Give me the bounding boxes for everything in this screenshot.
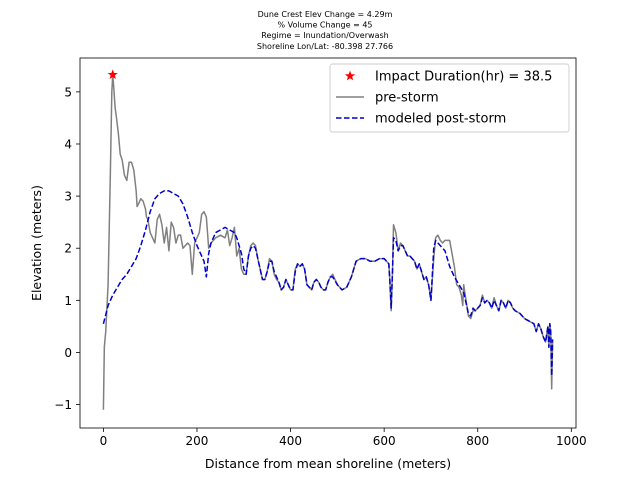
legend: Impact Duration(hr) = 38.5 pre-storm model… [329,63,570,133]
chart-title: Dune Crest Elev Change = 4.29m % Volume C… [257,10,393,51]
y-tick-label: 1 [64,294,72,308]
series-line-2 [102,190,554,377]
y-tick-label: 4 [64,137,72,151]
y-tick-label: 3 [64,190,72,204]
legend-label-1: pre-storm [375,91,439,106]
plot-series [102,69,554,410]
legend-handle-0 [344,70,356,81]
x-tick-label: 0 [100,434,108,448]
x-tick-label: 400 [279,434,302,448]
title-line: Dune Crest Elev Change = 4.29m [258,10,393,19]
x-tick-label: 800 [466,434,489,448]
legend-label-2: modeled post-storm [375,112,506,127]
x-axis-ticks: 0 200 400 600 800 1000 [100,428,587,448]
y-axis-ticks: −1 0 1 2 3 4 5 [54,85,80,412]
x-tick-label: 1000 [556,434,587,448]
title-line: Regime = Inundation/Overwash [261,31,388,40]
plot-frame [79,57,577,429]
y-tick-label: 2 [64,242,72,256]
legend-box [329,63,570,133]
title-line: % Volume Change = 45 [277,21,372,30]
legend-label-0: Impact Duration(hr) = 38.5 [375,70,552,85]
y-axis-label: Elevation (meters) [29,185,44,301]
impact-star-marker [107,69,118,80]
y-tick-label: 5 [64,85,72,99]
y-tick-label: −1 [54,398,72,412]
y-tick-label: 0 [64,346,72,360]
title-line: Shoreline Lon/Lat: -80.398 27.766 [257,42,393,51]
x-axis-label: Distance from mean shoreline (meters) [205,456,451,471]
x-tick-label: 600 [373,434,396,448]
x-tick-label: 200 [186,434,209,448]
